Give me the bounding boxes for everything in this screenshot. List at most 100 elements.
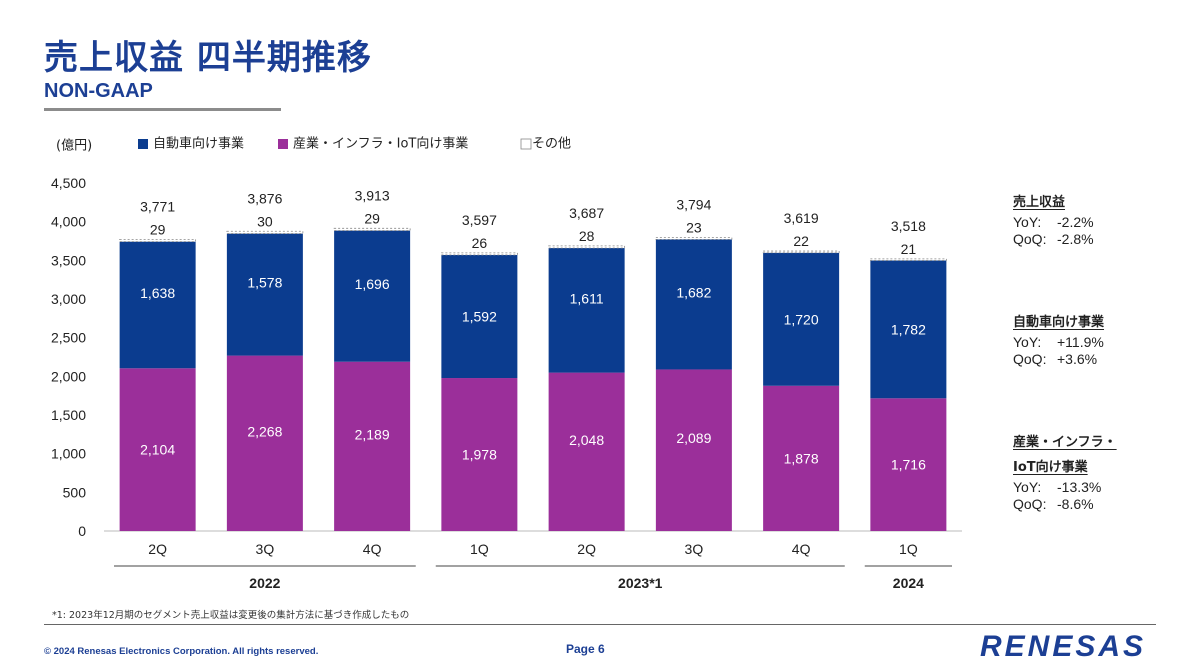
data-label-1: 1,638 (140, 285, 175, 301)
data-label-0: 1,878 (784, 450, 819, 466)
y-tick-label: 1,000 (51, 446, 86, 462)
data-label-2: 26 (472, 235, 488, 251)
bar-segment-1 (763, 252, 840, 386)
data-label-1: 1,682 (676, 284, 711, 300)
title-underline (44, 108, 281, 111)
data-label-2: 28 (579, 228, 595, 244)
data-label-2: 22 (793, 233, 809, 249)
bar-segment-2 (762, 250, 840, 254)
automotive-summary: 自動車向け事業 YoY: +11.9% QoQ: +3.6% (1013, 312, 1183, 368)
footnote: *1: 2023年12月期のセグメント売上収益は変更後の集計方法に基づき作成した… (52, 610, 410, 621)
data-label-2: 30 (257, 213, 273, 229)
y-tick-label: 4,000 (51, 214, 86, 230)
y-tick-label: 3,500 (51, 252, 86, 268)
total-label: 3,518 (891, 218, 926, 234)
industrial-iot-yoy-key: YoY: (1013, 479, 1042, 495)
data-label-1: 1,720 (784, 311, 819, 327)
data-label-1: 1,578 (247, 275, 282, 291)
footer-divider (44, 624, 1156, 625)
total-label: 3,913 (355, 187, 390, 203)
automotive-yoy-key: YoY: (1013, 334, 1042, 350)
page-number: Page 6 (566, 642, 605, 656)
bar-segment-0 (763, 385, 840, 531)
industrial-iot-heading-line2: IoT向け事業 (1013, 460, 1088, 475)
renesas-logo: RENESAS (980, 630, 1147, 663)
data-label-2: 23 (686, 220, 702, 236)
bar-segment-0 (655, 369, 732, 531)
automotive-qoq-value: +3.6% (1057, 351, 1098, 367)
x-tick-label: 1Q (470, 541, 489, 557)
x-tick-label: 3Q (256, 541, 275, 557)
data-label-0: 1,978 (462, 447, 497, 463)
total-revenue-summary: 売上収益 YoY: -2.2% QoQ: -2.8% (1013, 192, 1183, 248)
revenue-stacked-bar-chart: (億円) 自動車向け事業 産業・インフラ・IoT向け事業 その他 0 500 1,000 1,… (51, 136, 962, 591)
year-group-label: 2024 (893, 575, 924, 591)
data-label-0: 2,048 (569, 432, 604, 448)
automotive-yoy: YoY: +11.9% (1013, 334, 1183, 351)
total-label: 3,876 (247, 190, 282, 206)
data-label-0: 1,716 (891, 457, 926, 473)
data-label-2: 21 (901, 241, 917, 257)
slide-subtitle: NON-GAAP (44, 80, 153, 102)
total-qoq: QoQ: -2.8% (1013, 231, 1183, 248)
total-label: 3,687 (569, 205, 604, 221)
total-label: 3,597 (462, 212, 497, 228)
industrial-iot-yoy-value: -13.3% (1057, 479, 1102, 495)
x-tick-label: 2Q (577, 541, 596, 557)
data-label-1: 1,592 (462, 308, 497, 324)
bar-segment-0 (548, 372, 625, 531)
industrial-iot-heading-line1: 産業・インフラ・ (1013, 435, 1117, 450)
y-tick-label: 2,000 (51, 368, 86, 384)
y-tick-label: 0 (78, 523, 86, 539)
industrial-iot-yoy: YoY: -13.3% (1013, 479, 1183, 496)
bar-segment-2 (655, 237, 733, 240)
total-qoq-key: QoQ: (1013, 231, 1047, 247)
bar-segment-0 (334, 361, 411, 531)
bar-segment-2 (226, 230, 304, 234)
data-label-1: 1,696 (355, 276, 390, 292)
industrial-iot-qoq-value: -8.6% (1057, 496, 1094, 512)
y-tick-label: 3,000 (51, 291, 86, 307)
automotive-heading: 自動車向け事業 (1013, 315, 1105, 330)
bar-segment-1 (870, 260, 947, 399)
industrial-iot-qoq: QoQ: -8.6% (1013, 496, 1183, 513)
total-yoy-value: -2.2% (1057, 214, 1094, 230)
bar-segment-2 (548, 245, 626, 249)
total-qoq-value: -2.8% (1057, 231, 1094, 247)
automotive-qoq: QoQ: +3.6% (1013, 351, 1183, 368)
total-yoy: YoY: -2.2% (1013, 214, 1183, 231)
automotive-qoq-key: QoQ: (1013, 351, 1047, 367)
y-tick-label: 4,500 (51, 175, 86, 191)
bar-segment-1 (655, 239, 732, 370)
bar-segment-1 (548, 248, 625, 373)
x-tick-label: 1Q (899, 541, 918, 557)
industrial-iot-summary: 産業・インフラ・ IoT向け事業 YoY: -13.3% QoQ: -8.6% (1013, 432, 1183, 513)
year-group-label: 2022 (249, 575, 280, 591)
y-unit-label: (億円) (56, 138, 92, 154)
bar-segment-0 (226, 355, 303, 531)
legend-label-0: 産業・インフラ・IoT向け事業 (293, 136, 468, 152)
y-tick-label: 1,500 (51, 407, 86, 423)
total-label: 3,619 (784, 210, 819, 226)
data-label-0: 2,189 (355, 426, 390, 442)
total-yoy-key: YoY: (1013, 214, 1042, 230)
total-label: 3,771 (140, 198, 175, 214)
bar-segment-2 (333, 227, 411, 231)
bar-segment-0 (441, 378, 518, 531)
legend-swatch-2 (520, 138, 532, 150)
bar-segment-0 (119, 368, 196, 531)
slide-title: 売上収益 四半期推移 (44, 38, 372, 78)
bar-segment-1 (226, 233, 303, 356)
data-label-1: 1,782 (891, 321, 926, 337)
bar-segment-1 (119, 241, 196, 369)
automotive-yoy-value: +11.9% (1057, 334, 1104, 350)
data-label-0: 2,089 (676, 430, 711, 446)
copyright: © 2024 Renesas Electronics Corporation. … (44, 646, 319, 657)
data-label-1: 1,611 (570, 290, 604, 306)
bar-segment-2 (440, 252, 518, 256)
y-tick-label: 2,500 (51, 330, 86, 346)
total-revenue-heading: 売上収益 (1013, 195, 1066, 210)
year-group-label: 2023*1 (618, 575, 663, 591)
bar-segment-1 (441, 254, 518, 379)
bar-segment-2 (869, 258, 947, 261)
